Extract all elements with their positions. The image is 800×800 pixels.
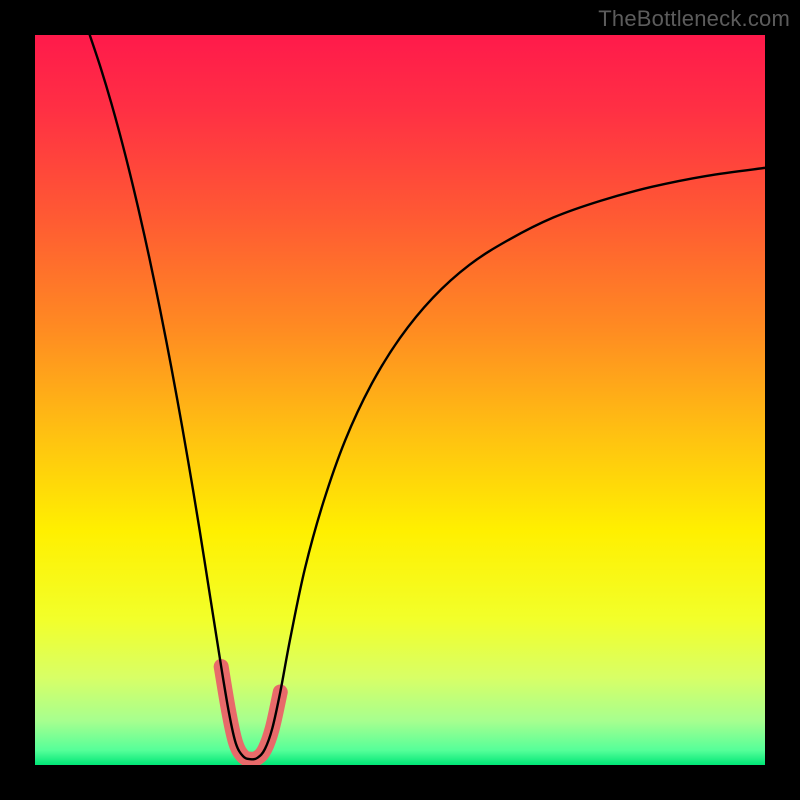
chart-svg: [35, 35, 765, 765]
plot-area: [35, 35, 765, 765]
chart-background: [35, 35, 765, 765]
chart-frame: TheBottleneck.com: [0, 0, 800, 800]
watermark-text: TheBottleneck.com: [598, 6, 790, 32]
